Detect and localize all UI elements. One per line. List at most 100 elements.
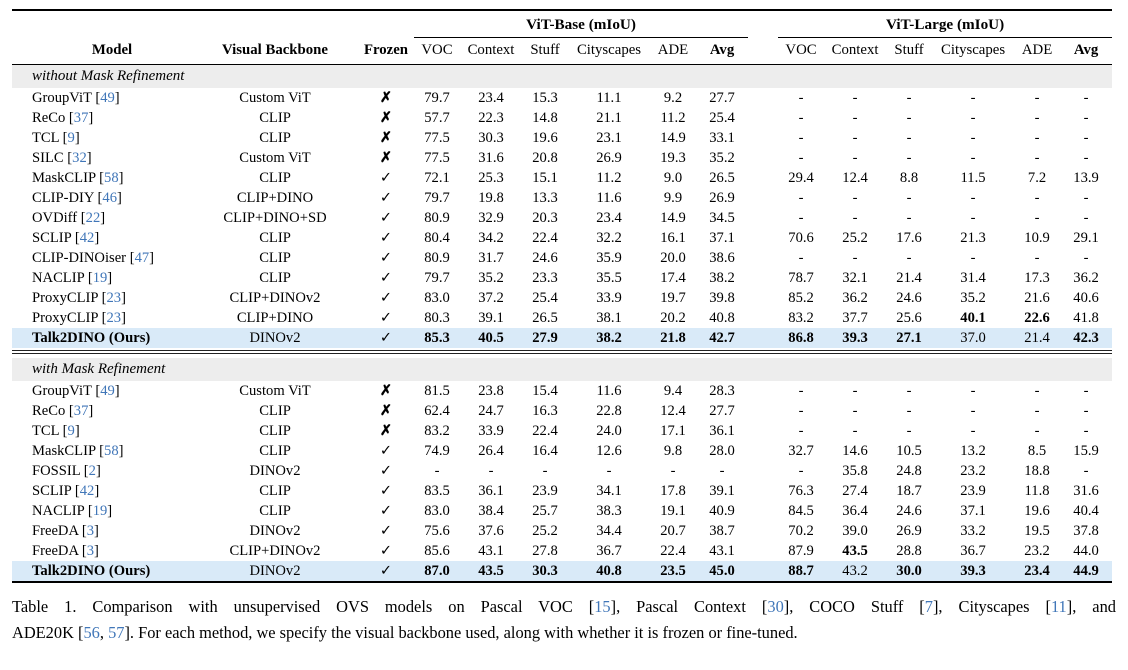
- citation-link[interactable]: 42: [79, 229, 95, 246]
- value-cell-large: 10.9: [1024, 229, 1050, 246]
- value-cell-large: 31.6: [1073, 482, 1099, 499]
- citation-link[interactable]: 22: [85, 209, 101, 226]
- frozen-cell: ✗: [379, 150, 393, 166]
- value-cell-base: -: [542, 462, 548, 479]
- value-cell-base: 83.0: [424, 502, 450, 519]
- value-cell-large: 87.9: [788, 542, 814, 559]
- value-cell-base: 12.6: [596, 442, 622, 459]
- citation-link[interactable]: 42: [79, 482, 95, 499]
- table-row: CLIP-DIY [46] CLIP+DINO ✓ 79.7 19.8 13.3 11.6 9…: [12, 188, 1112, 208]
- citation-link[interactable]: 58: [104, 169, 119, 186]
- value-cell-large: 19.5: [1024, 522, 1050, 539]
- citation-link[interactable]: 47: [134, 249, 150, 266]
- citation-link[interactable]: 2: [88, 462, 96, 479]
- value-cell-base: 37.6: [478, 522, 504, 539]
- table-body: without Mask Refinement GroupViT [49] Cust…: [12, 64, 1113, 582]
- model-cell: ProxyCLIP [23]: [32, 289, 126, 306]
- value-cell-base: 15.1: [532, 169, 558, 186]
- table-row: MaskCLIP [58] CLIP ✓ 74.9 26.4 16.4 12.6 9.8 28.…: [12, 441, 1112, 461]
- citation-link[interactable]: 37: [73, 402, 89, 419]
- value-cell-large: -: [1034, 129, 1040, 146]
- value-cell-large: 39.0: [842, 522, 868, 539]
- citation-link[interactable]: 32: [72, 149, 87, 166]
- citation-link[interactable]: 23: [106, 309, 122, 326]
- value-cell-large: -: [970, 209, 976, 226]
- value-cell-base: 25.2: [532, 522, 558, 539]
- group-gap: [748, 208, 778, 228]
- citation-link[interactable]: 30: [767, 597, 784, 616]
- citation-link[interactable]: 19: [92, 502, 108, 519]
- citation-link[interactable]: 56: [83, 623, 100, 642]
- value-cell-large: -: [798, 209, 804, 226]
- group-gap: [748, 248, 778, 268]
- value-cell-base: 80.4: [424, 229, 450, 246]
- col-header-context-base: Context: [460, 37, 522, 65]
- value-cell-base: 39.8: [709, 289, 735, 306]
- group-gap: [748, 481, 778, 501]
- citation-link[interactable]: 57: [108, 623, 125, 642]
- model-cell: FreeDA [3]: [32, 542, 99, 559]
- value-cell-base: -: [719, 462, 725, 479]
- citation-link[interactable]: 9: [67, 422, 75, 439]
- value-cell-base: 9.4: [663, 382, 683, 399]
- value-cell-large: 24.6: [896, 502, 922, 519]
- citation-link[interactable]: 23: [106, 289, 122, 306]
- value-cell-base: 27.8: [532, 542, 558, 559]
- backbone-cell: DINOv2: [249, 522, 301, 539]
- value-cell-base: 57.7: [424, 109, 450, 126]
- model-cell: CLIP-DIY [46]: [32, 189, 122, 206]
- value-cell-base: 24.0: [596, 422, 622, 439]
- value-cell-large: 35.2: [960, 289, 986, 306]
- table-row: TCL [9] CLIP ✗ 83.2 33.9 22.4 24.0 17.1 36.1 - - - -…: [12, 421, 1112, 441]
- model-cell: Talk2DINO (Ours): [12, 328, 192, 348]
- value-cell-large: 18.7: [896, 482, 922, 499]
- citation-link[interactable]: 19: [92, 269, 108, 286]
- backbone-cell: CLIP+DINOv2: [229, 289, 321, 306]
- value-cell-base: 13.3: [532, 189, 558, 206]
- table-row: CLIP-DINOiser [47] CLIP ✓ 80.9 31.7 24.6 35.9 2…: [12, 248, 1112, 268]
- table-row: MaskCLIP [58] CLIP ✓ 72.1 25.3 15.1 11.2 9.0 26.…: [12, 168, 1112, 188]
- backbone-cell: CLIP: [259, 269, 291, 286]
- table-row: ReCo [37] CLIP ✗ 57.7 22.3 14.8 21.1 11.2 25.4 - -…: [12, 108, 1112, 128]
- value-cell-base: 32.2: [596, 229, 622, 246]
- citation-link[interactable]: 11: [1050, 597, 1067, 616]
- group-gap: [748, 10, 778, 38]
- model-cell: CLIP-DINOiser [47]: [32, 249, 155, 266]
- value-cell-large: -: [852, 149, 858, 166]
- group-header-vit-large: ViT-Large (mIoU): [778, 10, 1113, 38]
- value-cell-base: 31.6: [478, 149, 504, 166]
- group-gap: [748, 501, 778, 521]
- citation-link[interactable]: 58: [104, 442, 119, 459]
- citation-link[interactable]: 3: [86, 542, 95, 559]
- table-row: SILC [32] Custom ViT ✗ 77.5 31.6 20.8 26.9 19.3…: [12, 148, 1112, 168]
- value-cell-large: 19.6: [1024, 502, 1050, 519]
- citation-link[interactable]: 15: [594, 597, 611, 616]
- model-cell: SILC [32]: [32, 149, 92, 166]
- value-cell-base: 27.9: [522, 328, 568, 348]
- citation-link[interactable]: 7: [924, 597, 933, 616]
- value-cell-base: 28.3: [709, 382, 735, 399]
- value-cell-large: 13.2: [960, 442, 986, 459]
- value-cell-large: 42.3: [1060, 328, 1113, 348]
- value-cell-large: -: [970, 189, 976, 206]
- value-cell-base: 38.4: [478, 502, 504, 519]
- citation-link[interactable]: 37: [73, 109, 89, 126]
- value-cell-base: 74.9: [424, 442, 450, 459]
- model-cell: ReCo [37]: [32, 402, 94, 419]
- citation-link[interactable]: 49: [100, 89, 115, 106]
- citation-link[interactable]: 46: [102, 189, 117, 206]
- citation-link[interactable]: 49: [100, 382, 115, 399]
- value-cell-base: 40.8: [568, 561, 650, 582]
- value-cell-large: 21.4: [896, 269, 922, 286]
- value-cell-large: 83.2: [788, 309, 814, 326]
- value-cell-large: 40.1: [960, 309, 986, 326]
- value-cell-large: 44.0: [1073, 542, 1099, 559]
- value-cell-base: 11.2: [660, 109, 686, 126]
- value-cell-large: 21.6: [1024, 289, 1050, 306]
- value-cell-base: 23.1: [596, 129, 622, 146]
- caption-line-1: Table 1. Comparison with unsupervised OV…: [12, 597, 1116, 616]
- citation-link[interactable]: 3: [86, 522, 95, 539]
- citation-link[interactable]: 9: [67, 129, 75, 146]
- model-cell: GroupViT [49]: [32, 89, 120, 106]
- value-cell-large: 23.4: [1014, 561, 1061, 582]
